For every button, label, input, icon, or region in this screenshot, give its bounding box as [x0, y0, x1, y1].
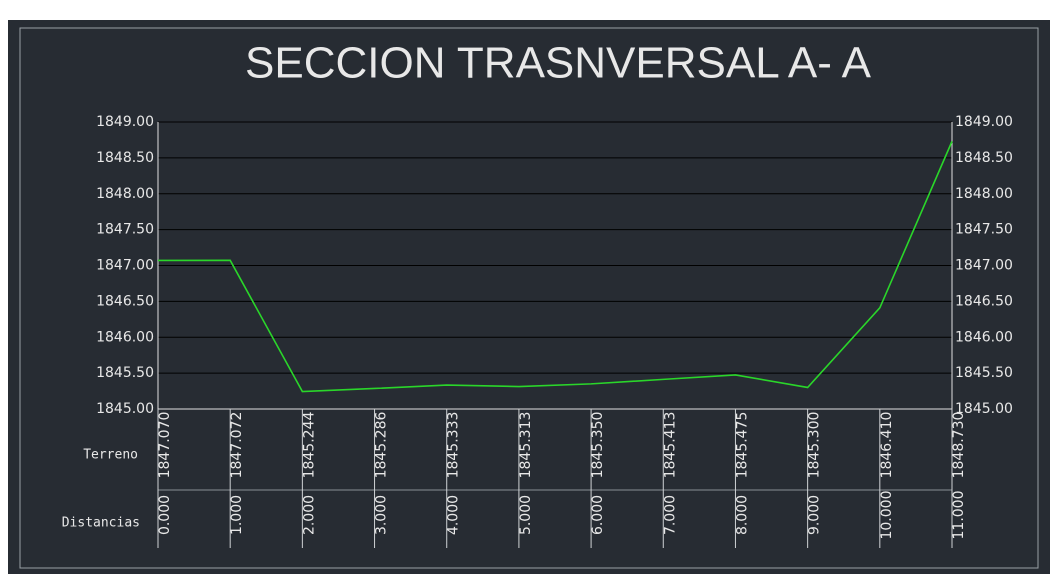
data-label: 1845.244 [301, 412, 317, 479]
data-label: 1845.300 [807, 412, 823, 479]
x-tick-label: 2.000 [301, 495, 317, 535]
y2-tick-label: 1848.50 [955, 150, 1013, 166]
y-tick-label: 1846.50 [96, 293, 154, 309]
x-tick-label: 4.000 [446, 495, 462, 535]
x-tick-label: 3.000 [374, 495, 390, 535]
data-label: 1845.333 [446, 412, 462, 479]
x-tick-label: 8.000 [734, 495, 750, 535]
data-label: 1847.070 [157, 412, 173, 479]
x-tick-label: 7.000 [662, 495, 678, 535]
row-label: Distancias [62, 516, 140, 531]
y2-tick-label: 1848.00 [955, 186, 1013, 202]
x-tick-label: 5.000 [518, 495, 534, 535]
y-tick-label: 1849.00 [96, 114, 154, 130]
data-label: 1845.313 [518, 412, 534, 479]
data-label: 1845.286 [374, 412, 390, 479]
y2-tick-label: 1845.50 [955, 365, 1013, 381]
panel [8, 20, 1050, 574]
x-tick-label: 10.000 [879, 491, 895, 540]
y2-tick-label: 1846.00 [955, 329, 1013, 345]
data-label: 1846.410 [879, 412, 895, 479]
y-tick-label: 1847.00 [96, 258, 154, 274]
y2-tick-label: 1845.00 [955, 401, 1013, 417]
y-tick-label: 1846.00 [96, 329, 154, 345]
y-tick-label: 1848.00 [96, 186, 154, 202]
data-label: 1848.730 [951, 412, 967, 479]
y2-tick-label: 1849.00 [955, 114, 1013, 130]
data-label: 1845.413 [662, 412, 678, 479]
x-tick-label: 6.000 [590, 495, 606, 535]
frame [19, 27, 1039, 569]
x-tick-label: 9.000 [807, 495, 823, 535]
data-label: 1845.475 [734, 412, 750, 479]
y-tick-label: 1845.00 [96, 401, 154, 417]
x-tick-label: 11.000 [951, 491, 967, 540]
data-label: 1847.072 [229, 412, 245, 479]
x-tick-label: 0.000 [157, 495, 173, 535]
data-label: 1845.350 [590, 412, 606, 479]
chart-title: SECCION TRASNVERSAL A- A [245, 39, 872, 88]
row-label: Terreno [83, 448, 138, 463]
y-tick-label: 1848.50 [96, 150, 154, 166]
y2-tick-label: 1847.50 [955, 222, 1013, 238]
y-tick-label: 1847.50 [96, 222, 154, 238]
y2-tick-label: 1847.00 [955, 258, 1013, 274]
x-tick-label: 1.000 [229, 495, 245, 535]
y2-tick-label: 1846.50 [955, 293, 1013, 309]
series-line [157, 141, 953, 393]
y-tick-label: 1845.50 [96, 365, 154, 381]
